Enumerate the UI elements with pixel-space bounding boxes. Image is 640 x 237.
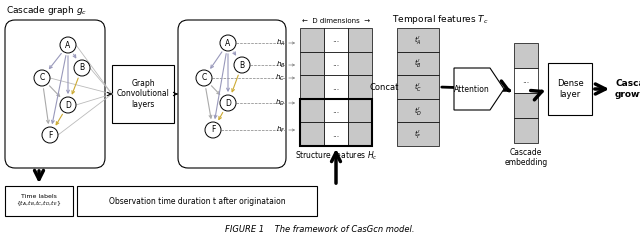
Text: Cascade
embedding: Cascade embedding — [504, 148, 548, 167]
Text: A: A — [225, 38, 230, 47]
Bar — [77, 186, 317, 216]
Bar — [514, 93, 538, 118]
Bar — [397, 122, 439, 146]
Text: $h_D$: $h_D$ — [275, 98, 285, 108]
Circle shape — [60, 97, 76, 113]
Bar — [300, 75, 324, 99]
Text: C: C — [40, 73, 45, 82]
Circle shape — [42, 127, 58, 143]
Text: $t^{\prime}_A$: $t^{\prime}_A$ — [414, 34, 422, 46]
Text: ...: ... — [332, 82, 340, 91]
Bar — [397, 75, 439, 99]
Text: $t^{\prime}_B$: $t^{\prime}_B$ — [414, 57, 422, 69]
Bar — [548, 63, 592, 115]
Text: D: D — [225, 99, 231, 108]
Text: B: B — [239, 60, 244, 69]
Bar — [397, 52, 439, 75]
Bar — [324, 99, 348, 122]
Text: Time labels
{$t_A$,$t_B$,$t_C$,$t_D$,$t_E$}: Time labels {$t_A$,$t_B$,$t_C$,$t_D$,$t_… — [17, 193, 61, 209]
Text: $h_A$: $h_A$ — [276, 38, 285, 48]
Bar — [514, 118, 538, 143]
Circle shape — [196, 70, 212, 86]
Text: C: C — [202, 73, 207, 82]
Text: Graph
Convolutional
layers: Graph Convolutional layers — [116, 79, 170, 109]
Text: FIGURE 1    The framework of CasGcn model.: FIGURE 1 The framework of CasGcn model. — [225, 225, 415, 234]
Circle shape — [220, 35, 236, 51]
Bar — [348, 28, 372, 52]
Text: ←  D dimensions  →: ← D dimensions → — [302, 18, 370, 24]
Circle shape — [205, 122, 221, 138]
Bar — [348, 75, 372, 99]
Text: ...: ... — [522, 76, 529, 85]
Bar — [514, 43, 538, 68]
Circle shape — [60, 37, 76, 53]
Text: Structure features $H_c$: Structure features $H_c$ — [294, 149, 378, 161]
Text: Temporal features $T_c$: Temporal features $T_c$ — [392, 13, 488, 26]
Bar — [514, 68, 538, 93]
Text: Concat: Concat — [370, 82, 399, 91]
Text: Attention: Attention — [454, 85, 490, 94]
Bar — [348, 52, 372, 75]
Circle shape — [34, 70, 50, 86]
Text: $t^{\prime}_C$: $t^{\prime}_C$ — [414, 81, 422, 93]
Text: D: D — [65, 100, 71, 109]
Text: B: B — [79, 64, 84, 73]
Polygon shape — [454, 68, 504, 110]
Text: ...: ... — [332, 106, 340, 115]
Text: $h_B$: $h_B$ — [275, 60, 285, 70]
Text: Cascade
growth: Cascade growth — [615, 79, 640, 99]
Bar — [397, 28, 439, 52]
FancyBboxPatch shape — [5, 20, 105, 168]
Bar — [300, 122, 324, 146]
Bar — [324, 75, 348, 99]
Bar — [112, 65, 174, 123]
Bar — [348, 99, 372, 122]
Bar — [324, 122, 348, 146]
Text: $t^{\prime}_D$: $t^{\prime}_D$ — [414, 105, 422, 117]
Text: $h_C$: $h_C$ — [275, 73, 285, 83]
Text: Dense
layer: Dense layer — [557, 79, 584, 99]
Text: $h_F$: $h_F$ — [276, 125, 285, 135]
Bar — [300, 99, 372, 146]
FancyBboxPatch shape — [178, 20, 286, 168]
Circle shape — [220, 95, 236, 111]
Text: Observation time duration t after originataion: Observation time duration t after origin… — [109, 196, 285, 205]
Text: A: A — [65, 41, 70, 50]
Circle shape — [234, 57, 250, 73]
Text: $t^{\prime}_F$: $t^{\prime}_F$ — [414, 128, 422, 140]
Text: ...: ... — [332, 130, 340, 139]
Bar — [348, 122, 372, 146]
Circle shape — [74, 60, 90, 76]
Bar — [300, 28, 324, 52]
Text: ...: ... — [332, 59, 340, 68]
Bar — [300, 52, 324, 75]
Bar — [5, 186, 73, 216]
Bar — [397, 99, 439, 122]
Text: F: F — [211, 126, 215, 135]
Text: ...: ... — [332, 35, 340, 44]
Text: Cascade graph $g_c$: Cascade graph $g_c$ — [6, 4, 88, 17]
Bar — [324, 52, 348, 75]
Text: F: F — [48, 131, 52, 140]
Bar — [300, 99, 324, 122]
Bar — [324, 28, 348, 52]
